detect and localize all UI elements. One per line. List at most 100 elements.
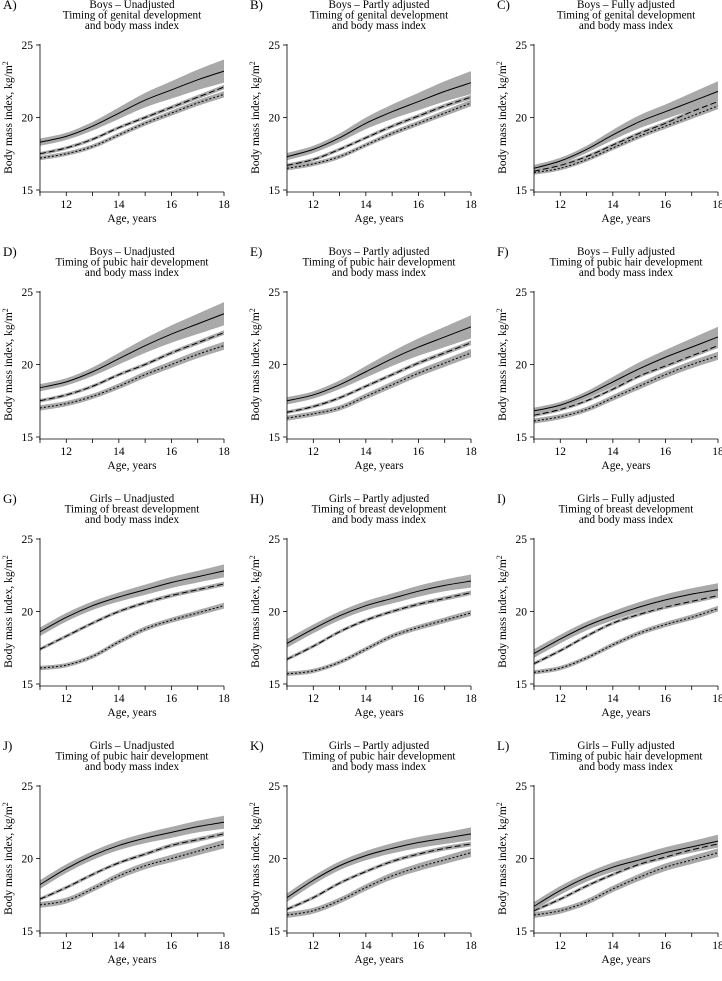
panel-title-line: and body mass index [579, 514, 674, 526]
x-tick-label: 18 [712, 940, 722, 952]
x-tick-label: 12 [308, 940, 320, 952]
x-tick-label: 14 [113, 693, 125, 705]
series-line-late [286, 612, 472, 675]
panel-title-line: and body mass index [85, 267, 180, 279]
ci-band-early [534, 583, 718, 658]
series-line-early [39, 70, 225, 143]
series-line-average [286, 843, 472, 910]
y-tick-label: 25 [22, 781, 34, 793]
series-line-late [533, 105, 719, 174]
panel-title-line: and body mass index [579, 20, 674, 32]
x-tick-label: 18 [712, 693, 722, 705]
panel-title-line: Girls – Unadjusted [90, 493, 175, 505]
y-axis-label-text: Body mass index, kg/m [3, 559, 15, 668]
ci-band-early [534, 81, 718, 172]
ci-band-early [287, 71, 471, 161]
ci-band-average [534, 99, 718, 173]
panel-title-line: and body mass index [332, 761, 427, 773]
y-tick-label: 15 [22, 926, 34, 938]
y-axis-label: Body mass index, kg/m2 [248, 308, 262, 421]
panel-title-line: Boys – Fully adjusted [577, 246, 675, 258]
x-tick-label: 16 [413, 446, 425, 458]
panel-letter: K) [250, 738, 264, 753]
y-tick-label: 15 [516, 926, 528, 938]
series-line-late [39, 605, 225, 669]
x-tick-label: 14 [113, 446, 125, 458]
x-tick-label: 18 [218, 693, 230, 705]
y-axis-label-superscript: 2 [1, 802, 10, 806]
panel-title-line: and body mass index [579, 267, 674, 279]
series-line-late [533, 355, 719, 422]
series-line-early [286, 82, 472, 158]
y-tick-label: 25 [516, 287, 528, 299]
y-tick-label: 15 [269, 679, 281, 691]
panel-letter: C) [497, 0, 510, 12]
y-tick-label: 25 [269, 40, 281, 52]
panel-title-line: Boys – Partly adjusted [329, 0, 430, 11]
y-axis-label: Body mass index, kg/m2 [248, 555, 262, 668]
ci-band-average [287, 590, 471, 662]
series-line-late [39, 843, 225, 906]
x-tick-label: 16 [413, 693, 425, 705]
ci-band-early [40, 59, 224, 146]
x-tick-label: 12 [61, 446, 73, 458]
y-tick-label: 15 [516, 679, 528, 691]
ci-band-early [287, 827, 471, 902]
y-axis-label: Body mass index, kg/m2 [1, 802, 15, 915]
x-tick-label: 16 [660, 940, 672, 952]
y-tick-label: 20 [516, 113, 528, 125]
y-axis-label: Body mass index, kg/m2 [248, 61, 262, 174]
y-axis-label-text: Body mass index, kg/m [3, 806, 15, 915]
series-line-early [533, 336, 719, 412]
x-tick-label: 18 [218, 446, 230, 458]
series-line-early [533, 589, 719, 654]
series-line-average [286, 96, 472, 166]
x-tick-label: 14 [607, 940, 619, 952]
panel-letter: B) [250, 0, 263, 12]
x-axis-label: Age, years [354, 213, 404, 225]
x-tick-label: 12 [555, 940, 567, 952]
ci-band-late [534, 848, 718, 918]
y-tick-label: 20 [516, 854, 528, 866]
x-tick-label: 16 [660, 199, 672, 211]
y-tick-label: 20 [269, 607, 281, 619]
x-tick-label: 18 [218, 199, 230, 211]
y-axis-label-superscript: 2 [495, 308, 504, 312]
series-line-average [39, 583, 225, 650]
panel-letter: A) [3, 0, 17, 12]
ci-band-early [40, 564, 224, 637]
panel-title-line: and body mass index [332, 20, 427, 32]
y-tick-label: 25 [22, 40, 34, 52]
ci-band-late [40, 341, 224, 411]
ci-band-late [287, 99, 471, 171]
panel-title-line: Timing of breast development [312, 504, 448, 516]
panel-title-line: Timing of breast development [65, 504, 201, 516]
panel-title-line: Boys – Unadjusted [89, 246, 175, 258]
panel-title-line: Timing of pubic hair development [302, 751, 456, 763]
x-axis-label: Age, years [354, 954, 404, 966]
x-tick-label: 16 [166, 199, 178, 211]
x-axis-label: Age, years [107, 213, 157, 225]
x-tick-label: 14 [607, 693, 619, 705]
y-axis-label-superscript: 2 [248, 555, 257, 559]
ci-band-average [287, 94, 471, 168]
y-tick-label: 25 [269, 534, 281, 546]
x-tick-label: 14 [113, 199, 125, 211]
panel-title-line: and body mass index [85, 20, 180, 32]
series-line-late [286, 852, 472, 916]
y-tick-label: 20 [22, 854, 34, 866]
x-axis-label: Age, years [601, 954, 651, 966]
panel-title-line: Girls – Unadjusted [90, 740, 175, 752]
series-line-late [533, 852, 719, 916]
x-tick-label: 12 [61, 940, 73, 952]
x-tick-label: 18 [465, 446, 477, 458]
y-axis-label: Body mass index, kg/m2 [1, 61, 15, 174]
x-tick-label: 14 [360, 446, 372, 458]
ci-band-early [40, 302, 224, 392]
y-axis-label-text: Body mass index, kg/m [250, 312, 262, 421]
